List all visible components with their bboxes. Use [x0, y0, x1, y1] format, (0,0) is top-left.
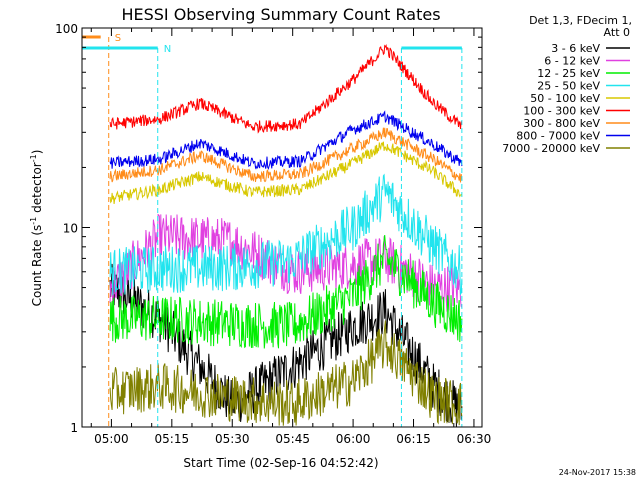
series-line-5 — [109, 141, 463, 204]
y-axis-label-sup1: -1 — [29, 217, 38, 225]
series-line-8 — [109, 110, 463, 170]
series-line-6 — [109, 44, 463, 134]
y-tick-label-0: 1 — [70, 421, 78, 435]
series-line-9 — [109, 320, 463, 426]
x-tick-label-5: 06:15 — [396, 432, 431, 446]
legend-label-2: 6 - 12 keV — [544, 55, 600, 68]
legend-label-9: 7000 - 20000 keV — [502, 142, 600, 155]
x-tick-label-6: 06:30 — [457, 432, 492, 446]
y-tick-label-2: 100 — [55, 22, 78, 36]
y-axis-label-part2: detector — [30, 162, 44, 217]
series-line-1 — [109, 263, 463, 428]
y-axis-label-part3: ) — [30, 150, 44, 155]
legend-label-5: 50 - 100 keV — [530, 92, 600, 105]
legend-header-line1: Det 1,3, FDecim 1, — [529, 14, 632, 27]
series-line-3 — [109, 235, 463, 349]
legend-label-1: 3 - 6 keV — [551, 42, 600, 55]
x-axis-label: Start Time (02-Sep-16 04:52:42) — [183, 456, 378, 470]
series-line-4 — [109, 173, 463, 296]
y-axis-label-part1: Count Rate (s — [30, 225, 44, 307]
flag-label-N: N — [164, 44, 171, 55]
legend-label-3: 12 - 25 keV — [537, 67, 600, 80]
x-tick-label-0: 05:00 — [94, 432, 129, 446]
x-tick-label-1: 05:15 — [155, 432, 190, 446]
legend-label-7: 300 - 800 keV — [523, 117, 600, 130]
y-tick-label-1: 10 — [63, 222, 78, 236]
x-tick-label-3: 05:45 — [275, 432, 310, 446]
flag-label-S: S — [115, 33, 121, 44]
legend-header-line2: Att 0 — [604, 26, 630, 39]
timestamp: 24-Nov-2017 15:38 — [559, 468, 636, 477]
series-line-7 — [109, 127, 463, 183]
chart-title: HESSI Observing Summary Count Rates — [121, 5, 440, 24]
x-tick-label-2: 05:30 — [215, 432, 250, 446]
y-axis-label-sup2: -1 — [29, 154, 38, 162]
x-tick-label-4: 06:00 — [336, 432, 371, 446]
axes: 05:00 05:15 05:30 05:45 06:00 06:15 06:30 1 10 10… — [55, 22, 491, 446]
legend-label-8: 800 - 7000 keV — [516, 130, 600, 143]
plot-area: SN — [82, 33, 463, 428]
legend-label-6: 100 - 300 keV — [523, 105, 600, 118]
legend-label-4: 25 - 50 keV — [537, 80, 600, 93]
y-axis-label: Count Rate (s-1 detector-1) — [29, 150, 44, 307]
